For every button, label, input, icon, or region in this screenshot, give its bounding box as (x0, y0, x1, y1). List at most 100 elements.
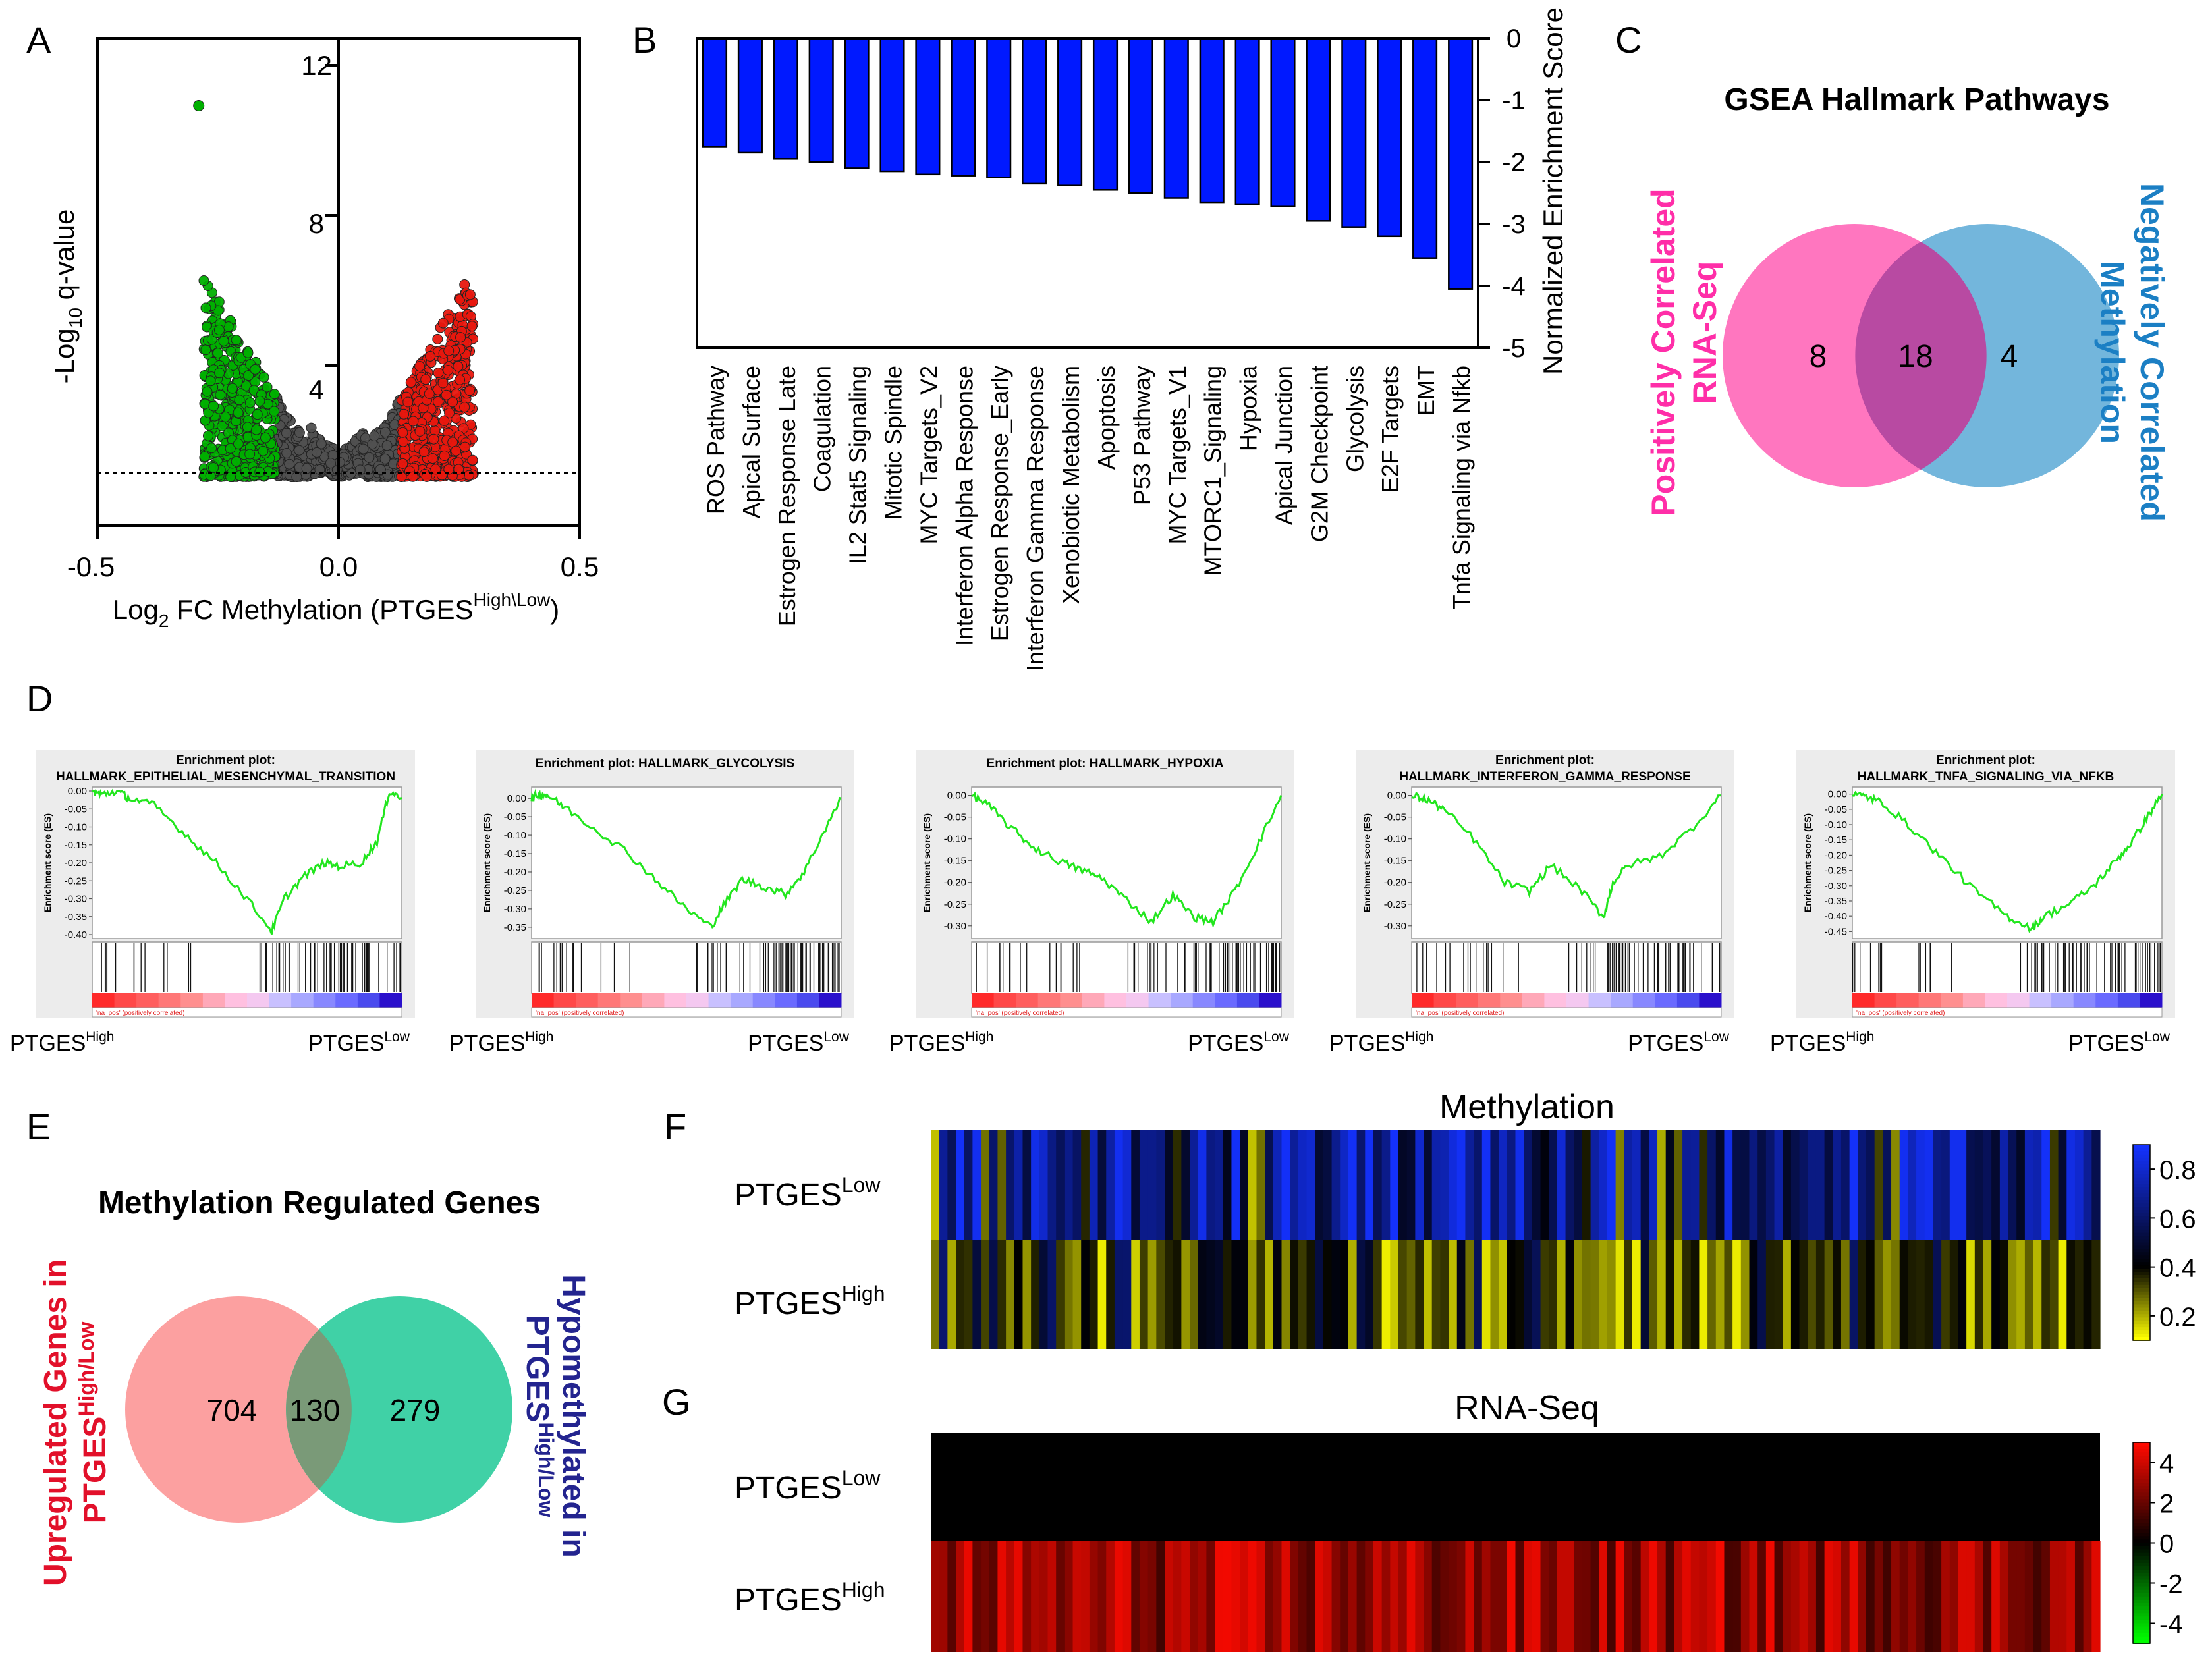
gsea-rank-bar-cell (1433, 993, 1456, 1008)
volcano-point (428, 433, 439, 445)
volcano-point (294, 445, 305, 456)
volcano-point (244, 449, 256, 460)
methylation-cell (1047, 1130, 1057, 1240)
gsea-rank-bar-cell (136, 993, 159, 1008)
panel-letter-c: C (1615, 19, 1642, 61)
gsea-ytick: -0.10 (504, 830, 526, 841)
methylation-cell (1365, 1130, 1374, 1240)
gsea-rank-bar-cell (1611, 993, 1634, 1008)
methylation-cell (1624, 1130, 1633, 1240)
rnaseq-cell (1173, 1541, 1182, 1652)
rnaseq-cell (1757, 1541, 1767, 1652)
gsea-ylabel: Enrichment score (ES) (922, 813, 932, 912)
gsea-es-curve (92, 788, 402, 935)
methylation-cell (1549, 1130, 1558, 1240)
volcano-point (398, 436, 409, 447)
volcano-point (375, 464, 386, 475)
methylation-cell (1381, 1130, 1391, 1240)
gsea-ytick: -0.15 (1825, 834, 1847, 846)
methylation-cell (1365, 1240, 1374, 1349)
methylation-cell (1072, 1240, 1082, 1349)
methylation-cell (981, 1240, 990, 1349)
methylation-cell (1331, 1130, 1341, 1240)
methylation-cell (2074, 1130, 2084, 1240)
gsea-ytick: -0.05 (1384, 812, 1406, 823)
methylation-cell (1799, 1130, 1808, 1240)
methylation-cell (1156, 1130, 1165, 1240)
rnaseq-colorbar-tick: 2 (2159, 1490, 2174, 1519)
volcano-point (214, 368, 225, 379)
f-row-high: PTGESHigh (734, 1282, 885, 1321)
nes-bar (1057, 37, 1083, 186)
volcano-point (420, 374, 431, 385)
c-title: GSEA Hallmark Pathways (1724, 82, 2109, 117)
f-row-low: PTGESLow (734, 1173, 881, 1213)
methylation-cell (1256, 1240, 1265, 1349)
rnaseq-cell (2033, 1541, 2042, 1652)
methylation-heatmap (931, 1130, 2101, 1349)
gsea-rank-bar-cell (1852, 993, 1875, 1008)
methylation-cell (2083, 1130, 2092, 1240)
methylation-cell (1064, 1240, 1074, 1349)
methylation-cell (1456, 1240, 1466, 1349)
gsea-rank-bar-cell (92, 993, 115, 1008)
rnaseq-cell (2083, 1541, 2092, 1652)
methylation-cell (1715, 1240, 1725, 1349)
nes-category-label: Hypoxia (1235, 365, 1262, 451)
methylation-cell (2083, 1240, 2092, 1349)
methylation-cell (1933, 1130, 1942, 1240)
methylation-cell (1840, 1240, 1850, 1349)
gsea-rank-bar-cell (664, 993, 687, 1008)
volcano-point (225, 443, 236, 454)
volcano-point (251, 424, 262, 435)
methylation-cell (1440, 1130, 1449, 1240)
gsea-rank-bar-cell (1192, 993, 1215, 1008)
rnaseq-cell (1431, 1541, 1441, 1652)
methylation-cell (1198, 1240, 1207, 1349)
nes-category-label: Apoptosis (1093, 366, 1120, 470)
gsea-ytick: -0.30 (65, 894, 87, 905)
rnaseq-cell (1933, 1541, 1942, 1652)
gsea-label-low: PTGESLow (2068, 1029, 2171, 1056)
methylation-cell (1240, 1240, 1249, 1349)
methylation-cell (1215, 1130, 1224, 1240)
methylation-cell (1790, 1130, 1800, 1240)
methylation-cell (1774, 1130, 1783, 1240)
methylation-cell (2091, 1130, 2101, 1240)
rnaseq-cell (1540, 1541, 1549, 1652)
volcano-point (444, 408, 455, 418)
volcano-point (421, 471, 432, 482)
gsea-rank-bar-cell (1676, 993, 1700, 1008)
methylation-cell (1106, 1240, 1115, 1349)
methylation-cell (1974, 1240, 1984, 1349)
panel-c: C GSEA Hallmark Pathways 8 18 4 Positive… (1615, 19, 2171, 522)
gsea-rank-bar-cell (313, 993, 336, 1008)
rnaseq-cell (1449, 1541, 1458, 1652)
rnaseq-cell (1440, 1541, 1449, 1652)
methylation-cell (2074, 1240, 2084, 1349)
volcano-point (212, 348, 223, 359)
methylation-cell (1248, 1240, 1258, 1349)
methylation-cell (1532, 1130, 1541, 1240)
gsea-rank-bar-cell (642, 993, 665, 1008)
volcano-point (455, 332, 466, 343)
methylation-cell (1440, 1240, 1449, 1349)
rnaseq-cell (1156, 1541, 1165, 1652)
volcano-point (217, 420, 228, 431)
methylation-cell (956, 1130, 965, 1240)
gsea-label-high: PTGESHigh (1770, 1029, 1874, 1056)
gsea-rank-bar-cell (620, 993, 643, 1008)
volcano-point (269, 389, 280, 400)
methylation-cell (1190, 1130, 1199, 1240)
methylation-cell (2041, 1130, 2051, 1240)
rnaseq-cell (1690, 1541, 1700, 1652)
rnaseq-cell (1724, 1541, 1733, 1652)
methylation-cell (1524, 1240, 1533, 1349)
methylation-cell (1599, 1130, 1608, 1240)
gsea-plot: Enrichment plot: HALLMARK_TNFA_SIGNALING_… (1796, 750, 2175, 1018)
volcano-point (397, 458, 408, 469)
methylation-cell (1265, 1130, 1274, 1240)
methylation-cell (1783, 1130, 1792, 1240)
methylation-cell (1924, 1130, 1934, 1240)
gsea-rank-bar-cell (553, 993, 576, 1008)
